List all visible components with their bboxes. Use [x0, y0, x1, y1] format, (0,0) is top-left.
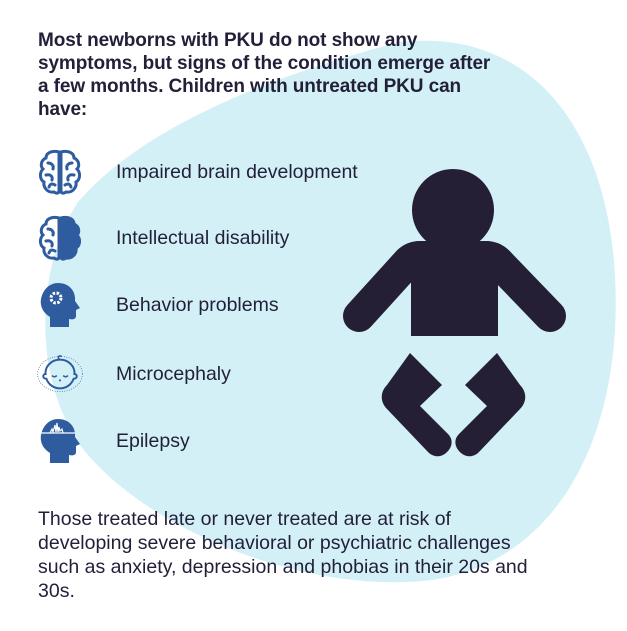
symptom-item: Behavior problems — [36, 281, 279, 329]
symptom-item: Impaired brain development — [36, 148, 358, 196]
symptom-item: Microcephaly — [36, 350, 231, 398]
symptom-item: Epilepsy — [36, 417, 190, 465]
intro-text: Most newborns with PKU do not show any s… — [38, 30, 491, 120]
baby-icon — [343, 169, 566, 457]
symptom-label: Behavior problems — [116, 293, 279, 316]
symptom-label: Microcephaly — [116, 362, 231, 385]
symptom-item: Intellectual disability — [36, 214, 289, 262]
half-brain-icon — [36, 214, 84, 262]
baby-face-icon — [36, 350, 84, 398]
head-gear-icon — [36, 281, 84, 329]
symptom-label: Intellectual disability — [116, 226, 290, 249]
symptom-label: Epilepsy — [116, 429, 190, 452]
outro-text: Those treated late or never treated are … — [38, 508, 528, 602]
symptom-label: Impaired brain development — [116, 160, 358, 183]
head-brainwave-icon — [36, 417, 84, 465]
brain-outline-icon — [36, 148, 84, 196]
